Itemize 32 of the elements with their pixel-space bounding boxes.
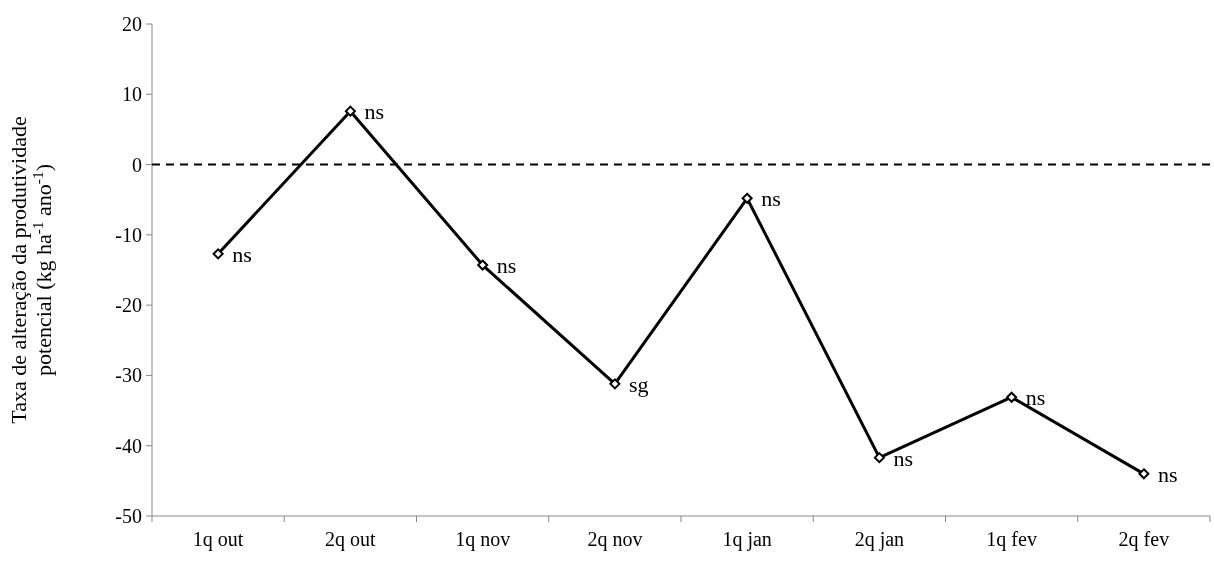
point [212,248,224,260]
point [741,192,753,204]
x-tick-label: 1q nov [455,528,511,551]
point [1006,391,1018,403]
data-label: ns [364,99,384,125]
y-tick-label: -10 [115,223,142,246]
point [1138,468,1150,480]
x-tick-label: 2q jan [854,528,905,551]
x-tick-label: 1q jan [722,528,772,551]
y-tick-label: -30 [115,364,142,387]
x-tick-label: 1q out [192,528,244,551]
data-label: sg [628,371,649,397]
data-label: ns [1025,385,1046,411]
data-label: ns [893,445,913,471]
y-tick-label: 10 [122,83,142,106]
data-label: ns [1157,461,1178,487]
data-label: ns [496,253,517,279]
y-tick-label: -40 [115,434,142,457]
x-tick-label: 2q nov [587,528,643,551]
x-tick-label: 2q out [325,528,377,551]
point [873,452,885,464]
y-tick-label: -50 [115,505,142,527]
point [609,378,621,390]
x-tick-label: 2q fev [1118,528,1170,551]
y-tick-label: 0 [132,153,142,176]
x-tick-label: 1q fev [986,528,1037,551]
y-tick-label: 20 [122,13,142,35]
point [477,259,489,271]
point [344,105,356,117]
data-label: ns [761,186,781,212]
data-label: ns [232,241,252,267]
y-tick-label: -20 [115,294,142,317]
